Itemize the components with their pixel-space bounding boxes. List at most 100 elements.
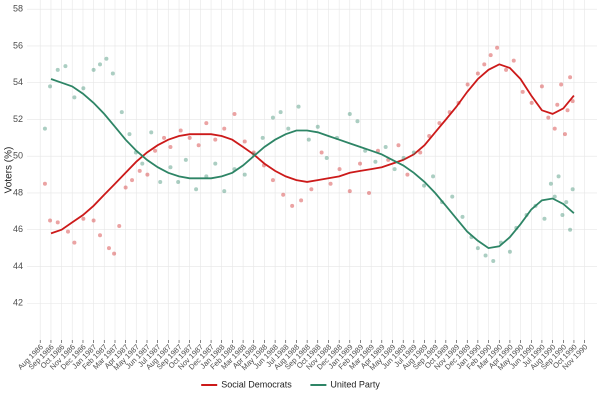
point <box>392 167 397 172</box>
point <box>546 115 551 120</box>
point <box>127 132 132 137</box>
point <box>542 216 547 221</box>
point <box>48 218 53 223</box>
point <box>158 179 163 184</box>
point <box>281 192 286 197</box>
point <box>278 110 283 115</box>
point <box>42 181 47 186</box>
point <box>328 181 333 186</box>
point <box>570 99 575 104</box>
point <box>488 53 493 58</box>
y-tick-label: 50 <box>13 151 23 161</box>
point <box>72 95 77 100</box>
point <box>55 67 60 72</box>
point <box>260 135 265 140</box>
point <box>520 89 525 94</box>
point <box>306 137 311 142</box>
y-tick-label: 54 <box>13 77 23 87</box>
point <box>358 161 363 166</box>
point <box>168 165 173 170</box>
point <box>176 179 181 184</box>
point <box>315 124 320 129</box>
point <box>431 174 436 179</box>
point <box>42 126 47 131</box>
point <box>290 203 295 208</box>
point <box>475 246 480 251</box>
point <box>437 121 442 126</box>
point <box>373 159 378 164</box>
point <box>548 181 553 186</box>
y-tick-label: 44 <box>13 261 23 271</box>
point <box>405 172 410 177</box>
point <box>555 102 560 107</box>
point <box>149 130 154 135</box>
point <box>81 216 86 221</box>
point <box>495 45 500 50</box>
point <box>72 240 77 245</box>
point <box>367 190 371 195</box>
point <box>130 178 135 183</box>
point <box>529 100 534 105</box>
point <box>213 137 218 142</box>
y-tick-label: 42 <box>13 298 23 308</box>
point <box>222 126 227 131</box>
point <box>187 135 192 140</box>
point <box>375 148 380 153</box>
point <box>319 150 324 155</box>
y-tick-label: 56 <box>13 40 23 50</box>
point <box>559 82 564 87</box>
point <box>309 187 314 192</box>
y-tick-label: 52 <box>13 114 23 124</box>
point <box>91 67 96 72</box>
point <box>137 168 142 173</box>
trend-line <box>50 63 575 235</box>
point <box>299 198 304 203</box>
point <box>196 143 201 148</box>
point <box>347 111 352 116</box>
point <box>65 229 70 234</box>
point <box>491 258 496 263</box>
point <box>507 249 512 254</box>
point <box>183 157 188 162</box>
point <box>337 167 342 172</box>
point <box>324 156 329 161</box>
point <box>178 128 183 133</box>
legend-label: United Party <box>330 379 380 389</box>
point <box>562 132 567 137</box>
point <box>475 71 480 76</box>
point <box>460 214 465 219</box>
point <box>232 111 237 116</box>
point <box>112 251 117 256</box>
legend-label: Social Democrats <box>221 379 292 389</box>
point <box>560 213 565 218</box>
point <box>422 183 427 188</box>
point <box>396 143 401 148</box>
point <box>194 187 199 192</box>
y-axis-label: Voters (%) <box>4 147 15 194</box>
point <box>418 150 423 155</box>
point <box>270 178 275 183</box>
point <box>48 84 53 89</box>
point <box>482 62 487 67</box>
point <box>63 64 68 69</box>
point <box>450 194 455 199</box>
point <box>242 139 247 144</box>
point <box>213 161 218 166</box>
point <box>568 75 573 80</box>
point <box>286 126 291 131</box>
point <box>98 233 103 238</box>
point <box>91 218 96 223</box>
point <box>270 115 275 120</box>
point <box>162 135 167 140</box>
point <box>110 71 115 76</box>
point <box>140 161 145 166</box>
point <box>564 200 569 205</box>
point <box>222 189 227 194</box>
point <box>570 187 575 192</box>
point <box>568 227 573 232</box>
point <box>552 126 557 131</box>
point <box>401 156 406 161</box>
y-tick-label: 58 <box>13 4 23 14</box>
point <box>511 58 516 63</box>
